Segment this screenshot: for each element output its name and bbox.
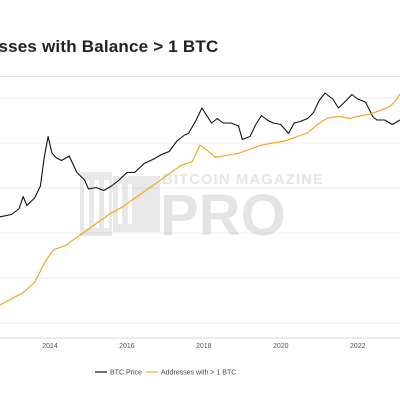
- grid-lines: [0, 97, 400, 339]
- title-divider: [0, 76, 400, 77]
- watermark-logo-icon: [80, 172, 160, 236]
- x-tick-label: 2016: [119, 343, 135, 350]
- series-line-btc-price: [0, 92, 400, 218]
- legend-label-btc-price: BTC Price: [110, 370, 142, 377]
- legend: BTC Price Addresses with > 1 BTC: [95, 370, 236, 377]
- watermark-top-text: BITCOIN MAGAZINE: [162, 171, 324, 188]
- legend-label-addresses: Addresses with > 1 BTC: [161, 370, 236, 377]
- x-axis-ticks: 2014 2016 2018 2020 2022: [42, 343, 365, 350]
- chart-title: resses with Balance > 1 BTC: [0, 37, 219, 56]
- x-tick-label: 2020: [273, 343, 289, 350]
- x-tick-label: 2018: [196, 343, 212, 350]
- watermark: BITCOIN MAGAZINE PRO: [80, 171, 324, 248]
- x-tick-label: 2022: [350, 343, 366, 350]
- watermark-bottom-text: PRO: [160, 183, 286, 248]
- x-tick-label: 2014: [42, 343, 58, 350]
- series-layer: [0, 92, 400, 306]
- series-line-addresses: [0, 93, 400, 306]
